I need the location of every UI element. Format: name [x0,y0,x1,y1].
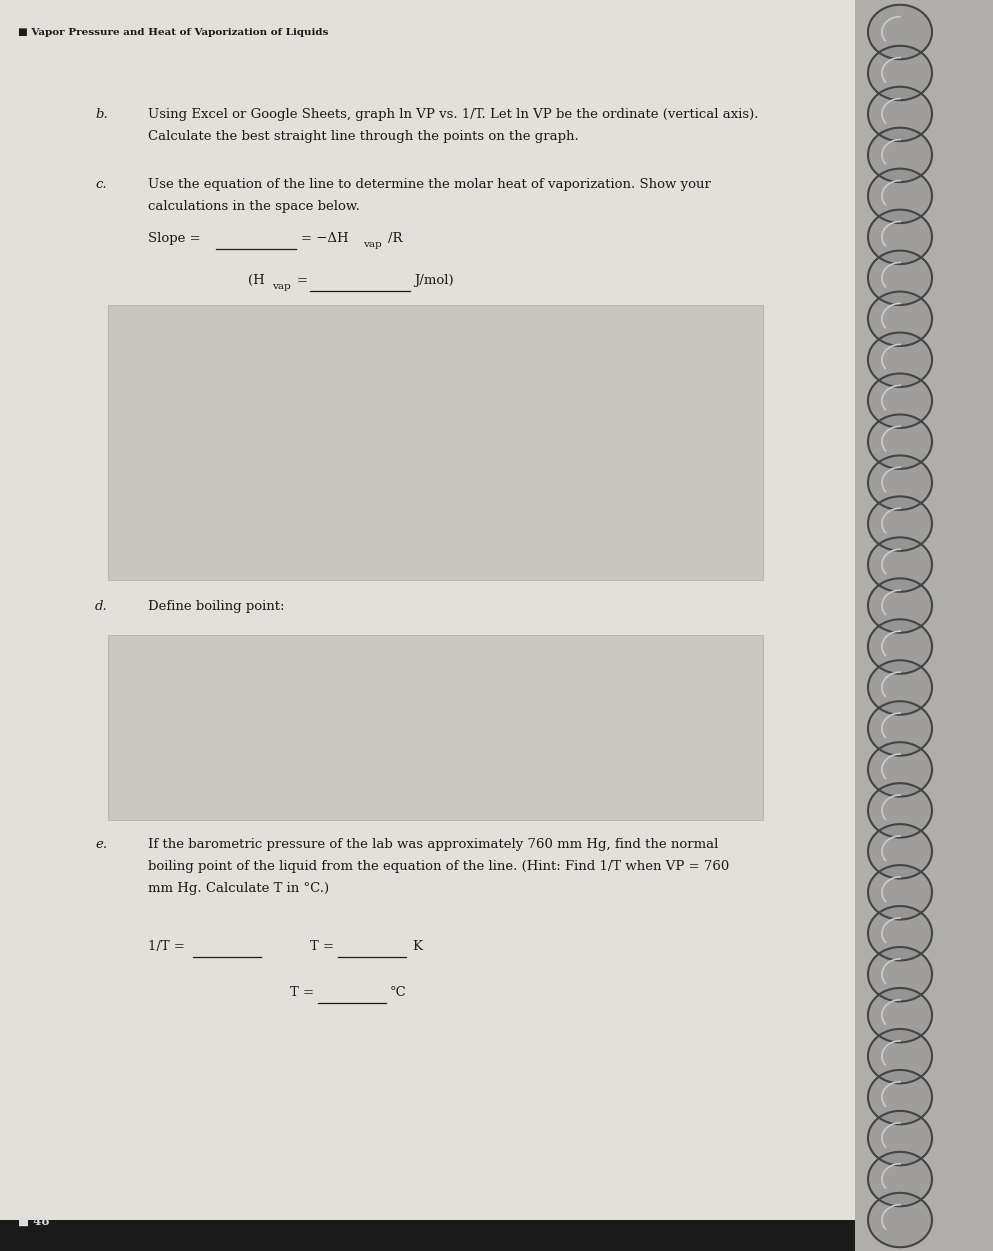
Text: Slope =: Slope = [148,231,201,245]
Text: Define boiling point:: Define boiling point: [148,600,285,613]
Text: boiling point of the liquid from the equation of the line. (Hint: Find 1/T when : boiling point of the liquid from the equ… [148,859,729,873]
Polygon shape [868,988,932,1042]
Polygon shape [868,210,932,264]
Polygon shape [868,538,932,592]
Polygon shape [868,169,932,223]
Text: Calculate the best straight line through the points on the graph.: Calculate the best straight line through… [148,130,579,143]
Polygon shape [868,742,932,797]
Polygon shape [868,46,932,100]
Text: vap: vap [272,281,291,291]
Text: e.: e. [95,838,107,851]
Text: ■ Vapor Pressure and Heat of Vaporization of Liquids: ■ Vapor Pressure and Heat of Vaporizatio… [18,28,329,38]
Text: d.: d. [95,600,108,613]
Text: T =: T = [290,986,314,1000]
Bar [0,1220,855,1251]
Polygon shape [868,1070,932,1125]
Text: /R: /R [388,231,402,245]
Text: J/mol): J/mol) [414,274,454,286]
Polygon shape [868,374,932,428]
Text: vap: vap [363,240,381,249]
Polygon shape [868,1193,932,1247]
Text: calculations in the space below.: calculations in the space below. [148,200,359,213]
Polygon shape [868,128,932,183]
Polygon shape [868,619,932,674]
Polygon shape [868,783,932,838]
Polygon shape [868,250,932,305]
Text: b.: b. [95,108,108,121]
Text: Using Excel or Google Sheets, graph ln VP vs. 1/T. Let ln VP be the ordinate (ve: Using Excel or Google Sheets, graph ln V… [148,108,759,121]
Polygon shape [868,1111,932,1165]
Polygon shape [868,455,932,510]
Bar [108,305,763,580]
Polygon shape [868,947,932,1002]
Polygon shape [868,906,932,961]
Polygon shape [868,661,932,714]
Text: (H: (H [248,274,265,286]
Polygon shape [868,578,932,633]
Text: °C: °C [390,986,407,1000]
Polygon shape [868,497,932,550]
Text: If the barometric pressure of the lab was approximately 760 mm Hg, find the norm: If the barometric pressure of the lab wa… [148,838,718,851]
Text: K: K [412,940,422,953]
Polygon shape [868,5,932,59]
Text: 1/T =: 1/T = [148,940,185,953]
Text: mm Hg. Calculate T in °C.): mm Hg. Calculate T in °C.) [148,882,329,894]
Polygon shape [868,333,932,387]
Polygon shape [868,1152,932,1206]
Polygon shape [868,702,932,756]
Text: c.: c. [95,178,106,191]
Bar [108,636,763,819]
Polygon shape [868,414,932,469]
Text: ■ 48: ■ 48 [18,1215,50,1228]
Polygon shape [868,86,932,141]
Polygon shape [868,824,932,878]
Polygon shape [868,1030,932,1083]
Text: T =: T = [310,940,334,953]
Polygon shape [868,866,932,919]
Polygon shape [868,291,932,347]
Text: Use the equation of the line to determine the molar heat of vaporization. Show y: Use the equation of the line to determin… [148,178,711,191]
Text: =: = [297,274,308,286]
Text: = −ΔH: = −ΔH [301,231,349,245]
Bar [0,0,855,1251]
